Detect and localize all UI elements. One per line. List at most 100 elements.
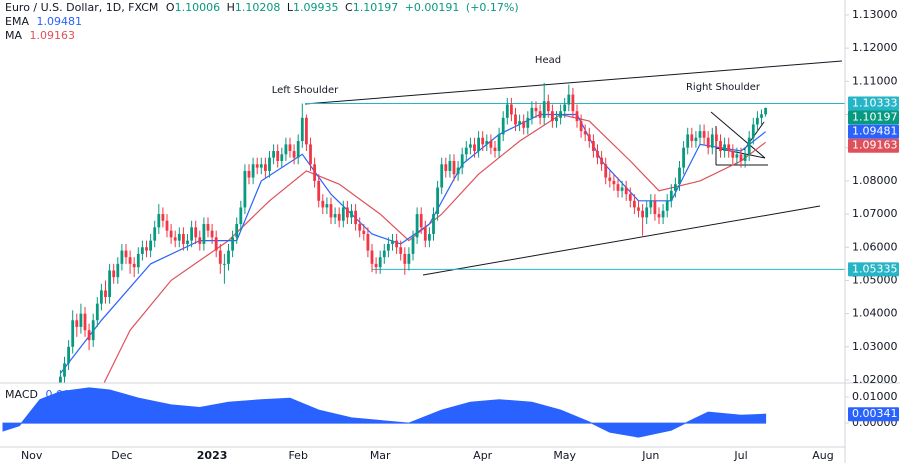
candle-body: [411, 237, 415, 254]
y-tick-label: 1.08000: [852, 174, 898, 187]
candle-body: [477, 137, 480, 152]
candle-body: [350, 210, 353, 218]
candle-body: [633, 200, 636, 208]
candle-body: [136, 253, 140, 268]
candle-body: [489, 141, 493, 148]
candle-body: [87, 330, 91, 341]
candle-body: [75, 320, 79, 327]
candle-body: [366, 233, 370, 251]
x-tick-label: Jul: [733, 449, 747, 462]
candle-body: [341, 207, 345, 221]
candle-body: [91, 320, 95, 341]
candle-body: [706, 137, 710, 148]
candle-body: [616, 184, 620, 191]
candle-body: [79, 313, 83, 327]
candle-body: [395, 240, 398, 248]
x-tick-label: Aug: [812, 449, 833, 462]
legend-value: 1.09481: [36, 15, 82, 28]
legend-entry: MACD 0.00341: [5, 388, 91, 401]
annotation: Head: [535, 55, 561, 66]
candle-body: [182, 233, 185, 244]
trend-line: [422, 205, 821, 276]
candle-body: [682, 147, 685, 168]
x-tick-label: Dec: [111, 449, 132, 462]
y-tick-label: 1.11000: [852, 74, 898, 87]
candle-body: [309, 144, 312, 165]
candle-body: [760, 114, 763, 118]
candle-body: [419, 214, 423, 228]
annotation: Right Shoulder: [686, 82, 761, 93]
header: Euro / U.S. Dollar, 1D, FXCM O1.10006 H1…: [5, 1, 519, 14]
chart-title: Euro / U.S. Dollar, 1D, FXCM: [5, 1, 158, 14]
y-tick-label: 1.05000: [852, 273, 898, 286]
candle-body: [407, 253, 411, 264]
y-tick-label: 1.04000: [852, 307, 898, 320]
candle-body: [83, 313, 87, 331]
candle-body: [153, 227, 157, 241]
candle-body: [551, 111, 554, 122]
candle-body: [239, 207, 243, 225]
candle-body: [259, 164, 263, 168]
candle-body: [313, 164, 316, 181]
candle-body: [100, 290, 103, 304]
candle-body: [382, 250, 386, 258]
candle-body: [284, 144, 288, 155]
x-tick-label: Feb: [288, 449, 307, 462]
candle-body: [649, 200, 653, 208]
y-tick-label: 1.03000: [852, 340, 898, 353]
change: +0.00191: [405, 1, 460, 14]
x-tick-label: Jun: [641, 449, 659, 462]
candle-body: [497, 134, 501, 152]
candle-body: [59, 376, 62, 383]
y-tick-label: 1.07000: [852, 207, 898, 220]
candle-body: [264, 164, 267, 171]
legend-name: EMA: [5, 15, 29, 28]
candle-body: [460, 154, 464, 168]
candle-body: [346, 207, 349, 218]
candle-body: [542, 101, 546, 118]
legend-entry: EMA 1.09481: [5, 15, 82, 28]
candle-body: [202, 224, 206, 244]
candle-body: [628, 194, 632, 201]
price-tag-label: 0.00341: [852, 407, 898, 420]
y-tick-label: 1.12000: [852, 41, 898, 54]
ohlc-value: 1.10197: [353, 1, 399, 14]
candle-body: [292, 151, 296, 158]
candle-body: [657, 214, 661, 218]
candle-body: [157, 214, 161, 228]
y-tick-label: 1.02000: [852, 373, 898, 386]
candle-body: [751, 124, 755, 138]
candle-body: [747, 137, 751, 155]
candle-body: [169, 230, 173, 238]
price-tag: [848, 262, 899, 277]
candle-body: [255, 164, 259, 168]
candle-body: [510, 104, 513, 115]
candle-body: [358, 224, 362, 231]
candle-body: [473, 144, 476, 152]
price-tag-label: 1.09481: [852, 125, 898, 138]
candle-body: [247, 170, 251, 178]
candle-body: [444, 164, 448, 171]
candle-body: [362, 230, 366, 234]
legend-value: 1.09163: [30, 29, 76, 42]
candle-body: [280, 154, 284, 161]
candle-body: [546, 101, 550, 112]
candle-body: [71, 320, 75, 347]
candle-body: [464, 147, 468, 155]
candle-body: [526, 117, 530, 128]
candle-body: [559, 111, 562, 118]
candle-body: [403, 253, 407, 264]
candle-body: [710, 134, 714, 148]
ohlc-value: 1.10208: [235, 1, 281, 14]
price-tag: [848, 110, 899, 125]
candle-body: [555, 117, 558, 122]
ohlc-label: O: [166, 1, 175, 14]
candle-body: [505, 104, 509, 118]
candle-body: [428, 233, 431, 241]
candle-body: [124, 250, 128, 258]
candle-body: [641, 210, 644, 218]
x-tick-label: Nov: [21, 449, 43, 462]
price-tag: [848, 96, 899, 111]
candle-body: [276, 151, 280, 161]
candle-body: [177, 233, 181, 241]
